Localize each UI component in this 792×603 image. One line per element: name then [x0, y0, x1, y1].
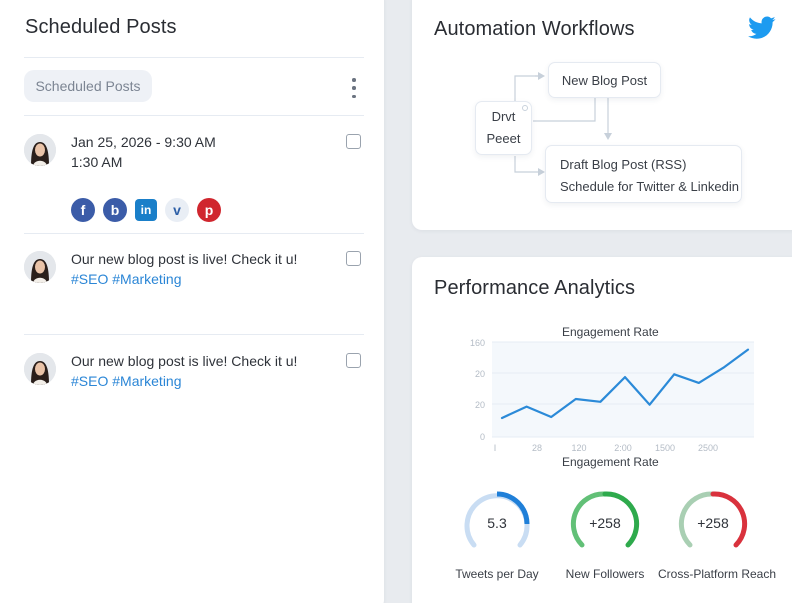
- node-handle-icon[interactable]: [522, 105, 528, 111]
- engagement-series-line: [500, 348, 750, 420]
- vimeo-icon[interactable]: v: [165, 198, 189, 222]
- node-label: Draft Blog Post (RSS): [560, 157, 687, 172]
- node-label: Drvt: [491, 109, 516, 124]
- blogger-icon[interactable]: b: [103, 198, 127, 222]
- y-tick: 20: [475, 400, 485, 410]
- gauge-value: 5.3: [487, 515, 507, 531]
- gauge-label: Cross-Platform Reach: [658, 567, 777, 581]
- divider: [24, 334, 364, 335]
- x-tick: 2:00: [614, 443, 632, 453]
- post-item[interactable]: Jan 25, 2026 - 9:30 AM 1:30 AM f b in v …: [24, 134, 364, 224]
- post-date: Jan 25, 2026 - 9:30 AM: [71, 134, 216, 150]
- workflow-node-rss-schedule[interactable]: Draft Blog Post (RSS) Schedule for Twitt…: [545, 145, 742, 203]
- linkedin-icon[interactable]: in: [135, 199, 157, 221]
- kpi-gauges: 5.3 Tweets per Day +258 New Followers +2…: [442, 489, 782, 589]
- post-body: Our new blog post is live! Check it u!: [71, 251, 298, 267]
- gauge-new-followers: +258 New Followers: [550, 489, 660, 581]
- workflow-node-draft-post[interactable]: Drvt Peeet: [475, 101, 532, 155]
- post-text: Our new blog post is live! Check it u! #…: [71, 249, 297, 289]
- post-checkbox[interactable]: [346, 134, 361, 149]
- gauge-label: Tweets per Day: [455, 567, 539, 581]
- x-tick: 2500: [698, 443, 718, 453]
- facebook-icon[interactable]: f: [71, 198, 95, 222]
- workflow-node-new-blog-post[interactable]: New Blog Post: [548, 62, 661, 98]
- automation-workflows-title: Automation Workflows: [434, 18, 635, 40]
- performance-analytics-title: Performance Analytics: [434, 277, 636, 299]
- automation-workflows-panel: Automation Workflows New Blog Post Drvt …: [412, 0, 792, 230]
- engagement-line-chart: 160 20 20 0 I 28 120 2:00 1500 2500: [470, 338, 754, 453]
- more-options-icon[interactable]: [350, 78, 358, 98]
- post-text: Our new blog post is live! Check it u! #…: [71, 351, 297, 391]
- node-label: Schedule for Twitter & Linkedin: [560, 179, 739, 194]
- post-checkbox[interactable]: [346, 353, 361, 368]
- gauge-value: +258: [697, 515, 729, 531]
- y-tick: 0: [480, 432, 485, 442]
- gauge-tweets-per-day: 5.3 Tweets per Day: [442, 489, 552, 581]
- post-checkbox[interactable]: [346, 251, 361, 266]
- avatar: [24, 353, 56, 385]
- twitter-icon[interactable]: [748, 16, 776, 40]
- gauge-cross-platform-reach: +258 Cross-Platform Reach: [658, 489, 777, 581]
- pinterest-icon[interactable]: p: [197, 198, 221, 222]
- y-tick: 160: [470, 338, 485, 348]
- node-label: Peeet: [486, 131, 521, 146]
- post-item[interactable]: Our new blog post is live! Check it u! #…: [24, 251, 364, 311]
- post-hashtags[interactable]: #SEO #Marketing: [71, 373, 182, 389]
- social-icons: f b in v p: [71, 198, 221, 222]
- divider: [24, 115, 364, 116]
- x-tick: 120: [571, 443, 586, 453]
- chart-title: Engagement Rate: [562, 325, 659, 339]
- chart-x-label: Engagement Rate: [562, 455, 659, 469]
- gauge-ring-icon: [570, 491, 640, 548]
- gauge-ring-icon: [678, 491, 748, 548]
- x-tick: 1500: [655, 443, 675, 453]
- avatar: [24, 251, 56, 283]
- gauge-ring-icon: [464, 491, 530, 548]
- x-tick: I: [494, 443, 497, 453]
- post-body: Our new blog post is live! Check it u!: [71, 353, 298, 369]
- x-tick: 28: [532, 443, 542, 453]
- post-hashtags[interactable]: #SEO #Marketing: [71, 271, 182, 287]
- gauge-label: New Followers: [565, 567, 645, 581]
- gauge-value: +258: [589, 515, 621, 531]
- scheduled-posts-title: Scheduled Posts: [25, 16, 177, 38]
- post-time: 1:30 AM: [71, 154, 123, 170]
- post-text: Jan 25, 2026 - 9:30 AM 1:30 AM: [71, 132, 216, 172]
- divider: [24, 233, 364, 234]
- divider: [24, 57, 364, 58]
- performance-analytics-panel: Performance Analytics Engagement Rate 16…: [412, 257, 792, 603]
- scheduled-posts-panel: Scheduled Posts Scheduled Posts Jan 25, …: [0, 0, 384, 603]
- post-item[interactable]: Our new blog post is live! Check it u! #…: [24, 353, 364, 413]
- filter-chip-scheduled-posts[interactable]: Scheduled Posts: [24, 70, 152, 102]
- avatar: [24, 134, 56, 166]
- y-tick: 20: [475, 369, 485, 379]
